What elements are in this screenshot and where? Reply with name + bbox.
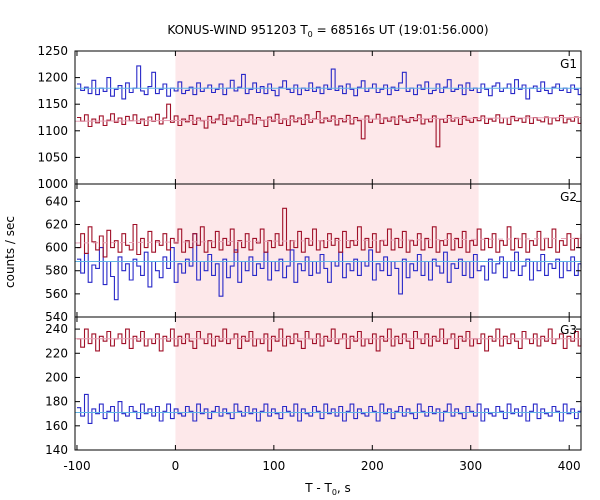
- panel-3-y-tick-label: 240: [45, 322, 68, 336]
- panel-2-y-tick-label: 560: [45, 287, 68, 301]
- panel-1-series-2-fit-line: [74, 117, 582, 122]
- panel-2-y-tick-label: 640: [45, 194, 68, 208]
- panel-3-frame: [74, 316, 582, 451]
- panel-3-y-tick-label: 160: [45, 419, 68, 433]
- x-axis-label: T - T0, s: [304, 481, 351, 497]
- x-tick-label: 100: [262, 459, 285, 473]
- panel-2-y-tick-label: 600: [45, 241, 68, 255]
- x-tick-label: 300: [459, 459, 482, 473]
- panel-2-highlight-region: [175, 184, 479, 317]
- panel-3-highlight-region: [175, 317, 479, 450]
- panel-3-y-tick-label: 200: [45, 370, 68, 384]
- panel-2-series-2-fit-line: [74, 237, 582, 244]
- panel-2-y-tick-label: 580: [45, 264, 68, 278]
- x-tick-label: 0: [172, 459, 180, 473]
- x-tick-label: -100: [63, 459, 90, 473]
- panel-1-y-tick-label: 1100: [37, 124, 68, 138]
- x-tick-label: 200: [361, 459, 384, 473]
- panel-2-series-2-line: [77, 207, 582, 258]
- panel-3-y-tick-label: 140: [45, 443, 68, 457]
- x-tick-label: 400: [558, 459, 581, 473]
- panel-2-series-1-line: [77, 233, 582, 301]
- panel-1-y-tick-label: 1050: [37, 150, 68, 164]
- panel-3-series-1-line: [77, 393, 582, 424]
- panel-1-y-tick-label: 1200: [37, 71, 68, 85]
- panel-2-y-tick-label: 540: [45, 310, 68, 324]
- panel-2-label: G2: [560, 190, 577, 204]
- panel-3-series-2-line: [77, 328, 582, 352]
- panel-1-y-tick-label: 1000: [37, 177, 68, 191]
- panel-1-series-2-line: [77, 103, 582, 148]
- panel-3-y-tick-label: 180: [45, 395, 68, 409]
- panel-1-series-1-line: [77, 65, 582, 100]
- panel-3-label: G3: [560, 323, 577, 337]
- panel-3-y-tick-label: 220: [45, 346, 68, 360]
- panel-1-y-tick-label: 1250: [37, 44, 68, 58]
- panel-1-label: G1: [560, 57, 577, 71]
- panel-2-y-tick-label: 620: [45, 217, 68, 231]
- y-axis-label: counts / sec: [3, 216, 17, 288]
- panel-1-y-tick-label: 1150: [37, 97, 68, 111]
- chart-title: KONUS-WIND 951203 T0 = 68516s UT (19:01:…: [167, 23, 488, 39]
